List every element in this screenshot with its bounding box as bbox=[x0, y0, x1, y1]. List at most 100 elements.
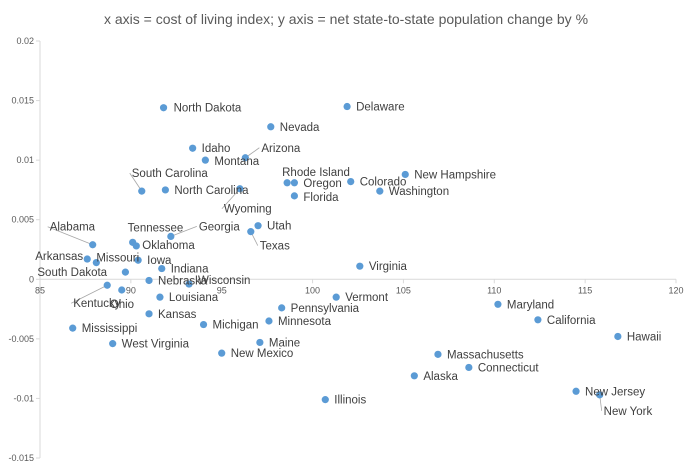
y-tick-label: 0 bbox=[29, 274, 34, 284]
y-tick-label: -0.015 bbox=[8, 453, 34, 463]
point-maryland bbox=[494, 300, 502, 308]
label-oklahoma: Oklahoma bbox=[142, 240, 195, 252]
label-michigan: Michigan bbox=[213, 320, 259, 332]
point-idaho bbox=[189, 144, 197, 152]
axes: -0.015 -0.01 -0.005 0 0.005 0.01 0.015 0.02 85 90… bbox=[8, 36, 683, 463]
x-tick-label: 105 bbox=[396, 285, 411, 295]
label-nebraska: Nebraska bbox=[158, 275, 208, 287]
point-arizona bbox=[241, 154, 249, 162]
label-arkansas: Arkansas bbox=[35, 251, 83, 263]
y-tick-label: -0.01 bbox=[13, 393, 34, 403]
point-missouri bbox=[92, 259, 100, 267]
label-idaho: Idaho bbox=[202, 143, 231, 155]
label-kentucky: Kentucky bbox=[73, 298, 121, 310]
point-connecticut bbox=[465, 363, 473, 372]
point-vermont bbox=[332, 293, 340, 301]
label-north-dakota: North Dakota bbox=[174, 103, 242, 115]
y-tick-label: 0.015 bbox=[11, 96, 34, 106]
point-nebraska bbox=[145, 276, 153, 285]
point-pennsylvania bbox=[278, 304, 286, 312]
leader-kentucky bbox=[71, 284, 108, 304]
point-louisiana bbox=[156, 293, 164, 301]
point-south-carolina bbox=[138, 187, 146, 195]
label-hawaii: Hawaii bbox=[627, 331, 662, 343]
data-labels: North Dakota Delaware Nevada Idaho ArizonaMo… bbox=[35, 102, 661, 418]
label-massachusetts: Massachusetts bbox=[447, 349, 524, 361]
x-tick-label: 85 bbox=[35, 285, 45, 295]
label-iowa: Iowa bbox=[147, 255, 172, 267]
label-nevada: Nevada bbox=[280, 122, 320, 134]
x-tick-label: 120 bbox=[668, 285, 683, 295]
point-california bbox=[534, 316, 542, 324]
label-south-carolina: South Carolina bbox=[132, 168, 209, 180]
label-delaware: Delaware bbox=[356, 102, 405, 114]
label-rhode-island: Rhode Island bbox=[282, 167, 350, 179]
x-tick-label: 90 bbox=[126, 285, 136, 295]
label-new-jersey: New Jersey bbox=[585, 386, 645, 398]
point-massachusetts bbox=[434, 350, 442, 358]
point-new-york bbox=[596, 391, 604, 399]
label-maine: Maine bbox=[269, 337, 300, 349]
label-new-hampshire: New Hampshire bbox=[414, 169, 496, 181]
label-missouri: Missouri bbox=[96, 253, 139, 265]
y-tick-label: 0.02 bbox=[16, 36, 34, 46]
point-maine bbox=[256, 338, 264, 347]
label-new-york: New York bbox=[604, 406, 653, 418]
leader-alabama bbox=[47, 226, 93, 246]
chart-title: x axis = cost of living index; y axis = … bbox=[104, 11, 588, 27]
label-california: California bbox=[547, 315, 596, 327]
point-utah bbox=[254, 222, 262, 230]
label-montana: Montana bbox=[214, 156, 259, 168]
point-georgia bbox=[167, 232, 175, 240]
point-west-virginia bbox=[109, 340, 117, 348]
label-south-dakota: South Dakota bbox=[37, 267, 107, 279]
point-washington bbox=[376, 187, 384, 195]
label-texas: Texas bbox=[260, 241, 290, 253]
leader-wyoming bbox=[221, 188, 241, 210]
x-tick-label: 115 bbox=[578, 285, 592, 295]
label-kansas: Kansas bbox=[158, 309, 197, 321]
label-new-mexico: New Mexico bbox=[231, 348, 294, 360]
point-hawaii bbox=[614, 332, 622, 341]
label-ohio: Ohio bbox=[110, 299, 134, 311]
label-maryland: Maryland bbox=[507, 299, 554, 311]
data-points bbox=[69, 102, 622, 404]
point-oregon bbox=[290, 179, 298, 187]
point-wyoming bbox=[236, 185, 244, 193]
label-north-carolina: North Carolina bbox=[174, 185, 249, 197]
label-indiana: Indiana bbox=[171, 264, 209, 276]
label-vermont: Vermont bbox=[345, 292, 389, 304]
label-louisiana: Louisiana bbox=[169, 292, 219, 304]
label-colorado: Colorado bbox=[360, 177, 407, 189]
y-tick-label: -0.005 bbox=[8, 334, 34, 344]
label-florida: Florida bbox=[303, 192, 339, 204]
label-pennsylvania: Pennsylvania bbox=[291, 303, 360, 315]
point-indiana bbox=[158, 264, 166, 273]
label-arizona: Arizona bbox=[261, 143, 301, 155]
point-wisconsin bbox=[185, 280, 193, 288]
x-tick-label: 95 bbox=[217, 285, 227, 295]
y-tick-label: 0.01 bbox=[16, 155, 34, 165]
point-kansas bbox=[145, 310, 153, 318]
point-kentucky bbox=[103, 281, 111, 289]
point-delaware bbox=[343, 102, 351, 111]
point-nevada bbox=[267, 123, 275, 131]
label-wisconsin: Wisconsin bbox=[198, 275, 250, 287]
point-michigan bbox=[199, 320, 208, 329]
label-alaska: Alaska bbox=[423, 371, 458, 383]
point-north-carolina bbox=[161, 186, 169, 194]
label-minnesota: Minnesota bbox=[278, 316, 332, 328]
point-virginia bbox=[356, 262, 364, 270]
point-florida bbox=[290, 192, 298, 200]
point-new-jersey bbox=[572, 387, 580, 395]
point-montana bbox=[201, 156, 209, 164]
point-north-dakota bbox=[159, 104, 168, 112]
point-minnesota bbox=[265, 317, 273, 325]
point-colorado bbox=[347, 177, 355, 186]
label-virginia: Virginia bbox=[369, 261, 408, 273]
label-utah: Utah bbox=[267, 221, 291, 233]
point-illinois bbox=[321, 396, 329, 404]
label-tennessee: Tennessee bbox=[128, 222, 184, 234]
label-wyoming: Wyoming bbox=[224, 204, 272, 216]
